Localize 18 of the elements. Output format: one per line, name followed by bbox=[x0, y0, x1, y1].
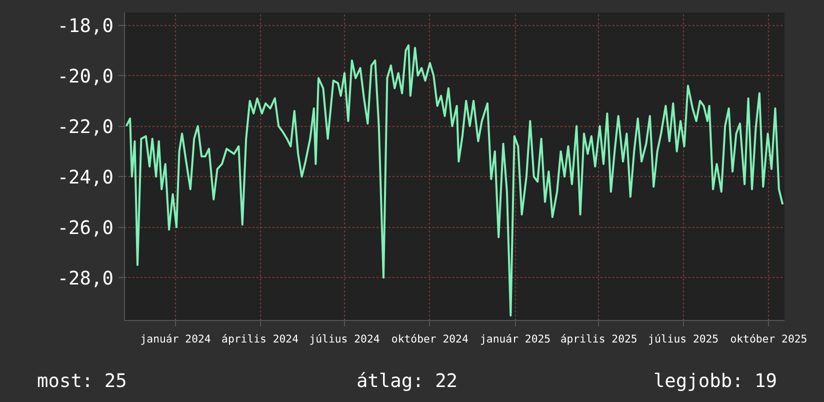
y-tick-label: -28,0 bbox=[57, 268, 114, 290]
x-tick-label: július 2024 bbox=[309, 332, 380, 346]
y-tick-label: -26,0 bbox=[57, 218, 114, 240]
y-tick-label: -18,0 bbox=[57, 16, 114, 38]
x-tick-label: október 2025 bbox=[730, 332, 808, 346]
line-series bbox=[125, 44, 784, 316]
text: átlag: 22 bbox=[355, 370, 459, 394]
x-tick-label: július 2025 bbox=[648, 332, 719, 346]
x-tick-label: április 2024 bbox=[222, 332, 299, 346]
x-tick-label: január 2024 bbox=[140, 332, 211, 346]
text: legjobb: 19 bbox=[652, 370, 778, 394]
x-tick-label: október 2024 bbox=[391, 332, 468, 346]
x-tick-label: január 2025 bbox=[480, 332, 551, 346]
text: most: 25 bbox=[37, 370, 128, 394]
y-tick-label: -24,0 bbox=[57, 168, 114, 189]
y-tick-label: -22,0 bbox=[57, 117, 114, 138]
x-tick-label: április 2025 bbox=[560, 332, 638, 346]
y-tick-label: -20,0 bbox=[57, 66, 114, 88]
